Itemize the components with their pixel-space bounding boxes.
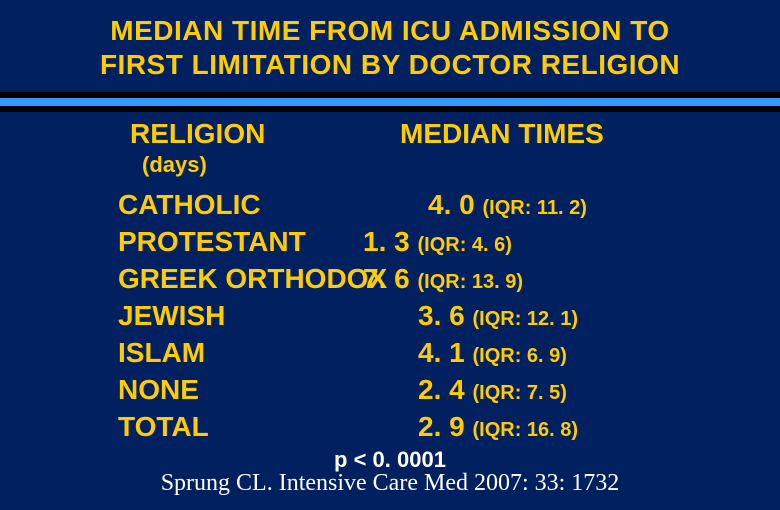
table-row: PROTESTANT 1. 3 (IQR: 4. 6): [118, 223, 720, 260]
religion-label: JEWISH: [118, 297, 225, 334]
median-value-wrap: 1. 3 (IQR: 4. 6): [363, 223, 512, 264]
iqr-value: (IQR: 13. 9): [417, 271, 523, 293]
table-row: ISLAM 4. 1 (IQR: 6. 9): [118, 334, 720, 371]
religion-label: GREEK ORTHODOX: [118, 260, 387, 297]
median-value: 2. 9: [418, 411, 472, 442]
median-value: 4. 1: [418, 337, 472, 368]
iqr-value: (IQR: 7. 5): [472, 382, 566, 404]
religion-label: ISLAM: [118, 334, 205, 371]
header-religion: RELIGION: [130, 118, 265, 150]
median-value-wrap: 4. 1 (IQR: 6. 9): [418, 334, 567, 375]
religion-label: PROTESTANT: [118, 223, 306, 260]
table-row: TOTAL 2. 9 (IQR: 16. 8): [118, 408, 720, 445]
religion-label: CATHOLIC: [118, 186, 261, 223]
subheader-days: (days): [142, 152, 207, 178]
median-value: 4. 0: [428, 189, 482, 220]
table-row: NONE 2. 4 (IQR: 7. 5): [118, 371, 720, 408]
slide: MEDIAN TIME FROM ICU ADMISSION TO FIRST …: [0, 0, 780, 510]
iqr-value: (IQR: 12. 1): [472, 308, 578, 330]
header-median-times: MEDIAN TIMES: [400, 118, 604, 150]
median-value: 1. 3: [363, 226, 417, 257]
title-line-2: FIRST LIMITATION BY DOCTOR RELIGION: [100, 49, 680, 80]
median-value: 7. 6: [363, 263, 417, 294]
iqr-value: (IQR: 6. 9): [472, 345, 566, 367]
citation: Sprung CL. Intensive Care Med 2007: 33: …: [0, 470, 780, 497]
table-row: CATHOLIC 4. 0 (IQR: 11. 2): [118, 186, 720, 223]
iqr-value: (IQR: 16. 8): [472, 419, 578, 441]
median-value-wrap: 2. 4 (IQR: 7. 5): [418, 371, 567, 412]
iqr-value: (IQR: 11. 2): [482, 197, 586, 219]
median-value-wrap: 7. 6 (IQR: 13. 9): [363, 260, 523, 301]
table-row: GREEK ORTHODOX7. 6 (IQR: 13. 9): [118, 260, 720, 297]
title-line-1: MEDIAN TIME FROM ICU ADMISSION TO: [110, 15, 669, 46]
median-value-wrap: 4. 0 (IQR: 11. 2): [428, 186, 587, 227]
median-value: 2. 4: [418, 374, 472, 405]
table-row: JEWISH 3. 6 (IQR: 12. 1): [118, 297, 720, 334]
median-value-wrap: 3. 6 (IQR: 12. 1): [418, 297, 578, 338]
slide-title: MEDIAN TIME FROM ICU ADMISSION TO FIRST …: [0, 0, 780, 81]
religion-label: TOTAL: [118, 408, 209, 445]
iqr-value: (IQR: 4. 6): [417, 234, 511, 256]
median-value: 3. 6: [418, 300, 472, 331]
religion-label: NONE: [118, 371, 199, 408]
divider-stripe-bottom: [0, 106, 780, 112]
data-rows: CATHOLIC 4. 0 (IQR: 11. 2) PROTESTANT 1. 3 …: [118, 186, 720, 445]
divider-stripe-blue: [0, 98, 780, 106]
median-value-wrap: 2. 9 (IQR: 16. 8): [418, 408, 578, 449]
